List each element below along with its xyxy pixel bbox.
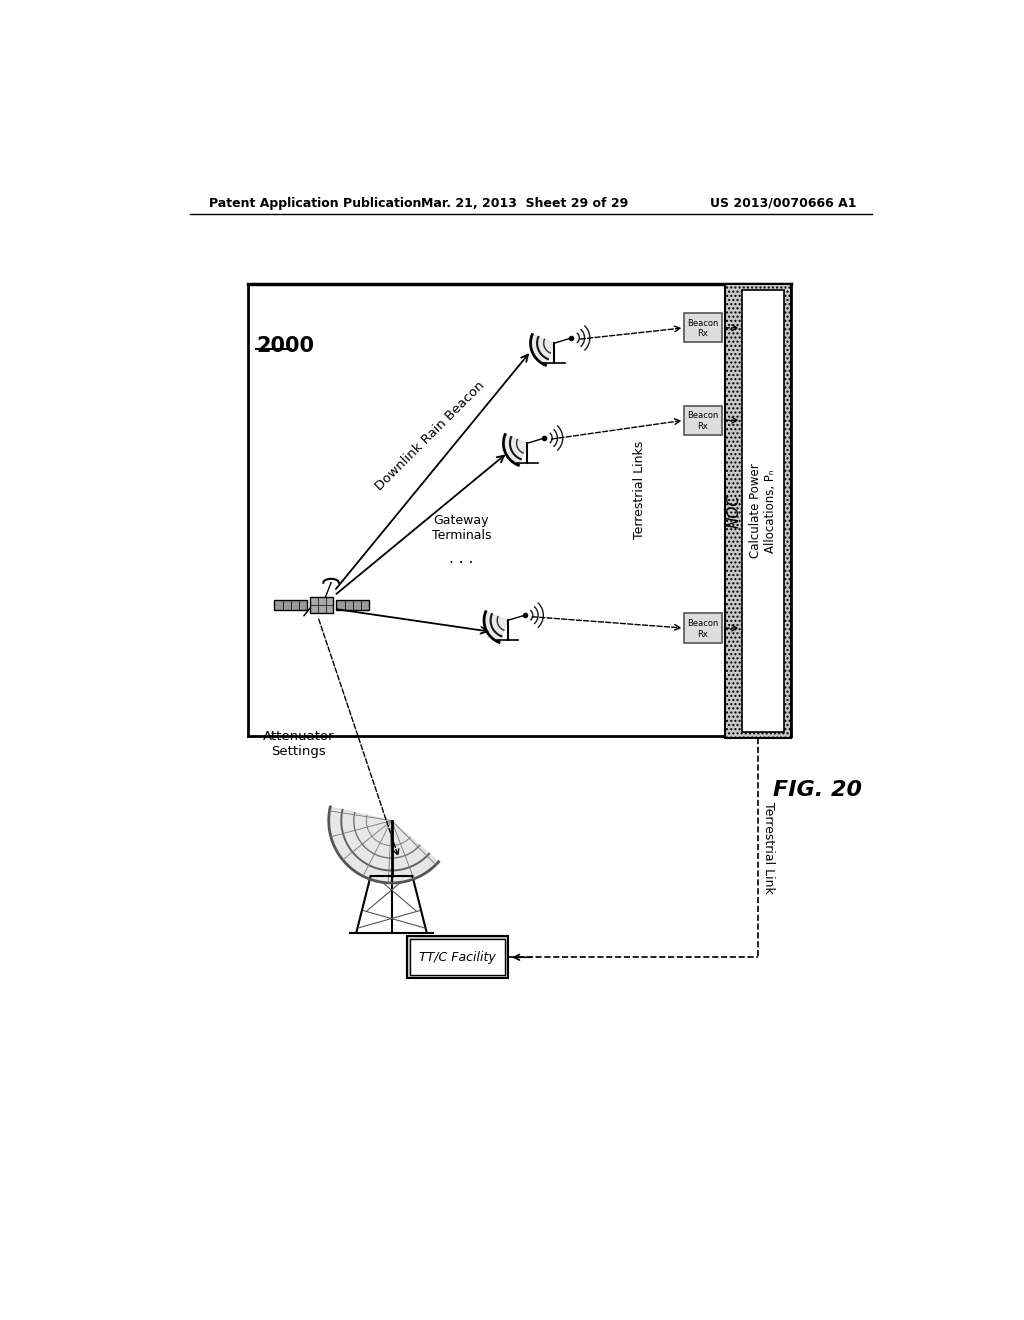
Text: Patent Application Publication: Patent Application Publication xyxy=(209,197,422,210)
Bar xyxy=(310,597,334,614)
Text: NOC: NOC xyxy=(727,494,741,528)
Text: Beacon: Beacon xyxy=(687,411,719,420)
Text: Calculate Power
Allocations, Pₙ: Calculate Power Allocations, Pₙ xyxy=(750,463,777,558)
Text: Attenuator
Settings: Attenuator Settings xyxy=(263,730,334,758)
Text: US 2013/0070666 A1: US 2013/0070666 A1 xyxy=(710,197,856,210)
Text: FIG. 20: FIG. 20 xyxy=(773,780,862,800)
Bar xyxy=(684,614,722,643)
Text: Mar. 21, 2013  Sheet 29 of 29: Mar. 21, 2013 Sheet 29 of 29 xyxy=(421,197,629,210)
Polygon shape xyxy=(530,334,554,366)
Bar xyxy=(741,290,784,733)
Text: Terrestrial Link: Terrestrial Link xyxy=(762,801,775,894)
Text: Rx: Rx xyxy=(697,422,709,430)
Text: Rx: Rx xyxy=(697,630,709,639)
Text: 2000: 2000 xyxy=(256,335,314,355)
Text: Rx: Rx xyxy=(697,330,709,338)
Bar xyxy=(684,313,722,342)
Text: TT/C Facility: TT/C Facility xyxy=(419,950,496,964)
Bar xyxy=(725,284,791,738)
Text: Downlink Rain Beacon: Downlink Rain Beacon xyxy=(373,379,487,492)
Bar xyxy=(337,599,369,610)
Text: . . .: . . . xyxy=(450,552,473,566)
Text: Beacon: Beacon xyxy=(687,619,719,628)
Bar xyxy=(725,284,791,738)
Bar xyxy=(410,940,505,975)
Bar xyxy=(274,599,307,610)
Polygon shape xyxy=(329,807,438,883)
Text: Gateway
Terminals: Gateway Terminals xyxy=(431,513,490,543)
Bar xyxy=(407,936,508,978)
Bar xyxy=(684,405,722,434)
Polygon shape xyxy=(504,434,527,465)
Polygon shape xyxy=(484,611,508,643)
Text: Beacon: Beacon xyxy=(687,318,719,327)
Text: Terrestrial Links: Terrestrial Links xyxy=(633,441,646,539)
